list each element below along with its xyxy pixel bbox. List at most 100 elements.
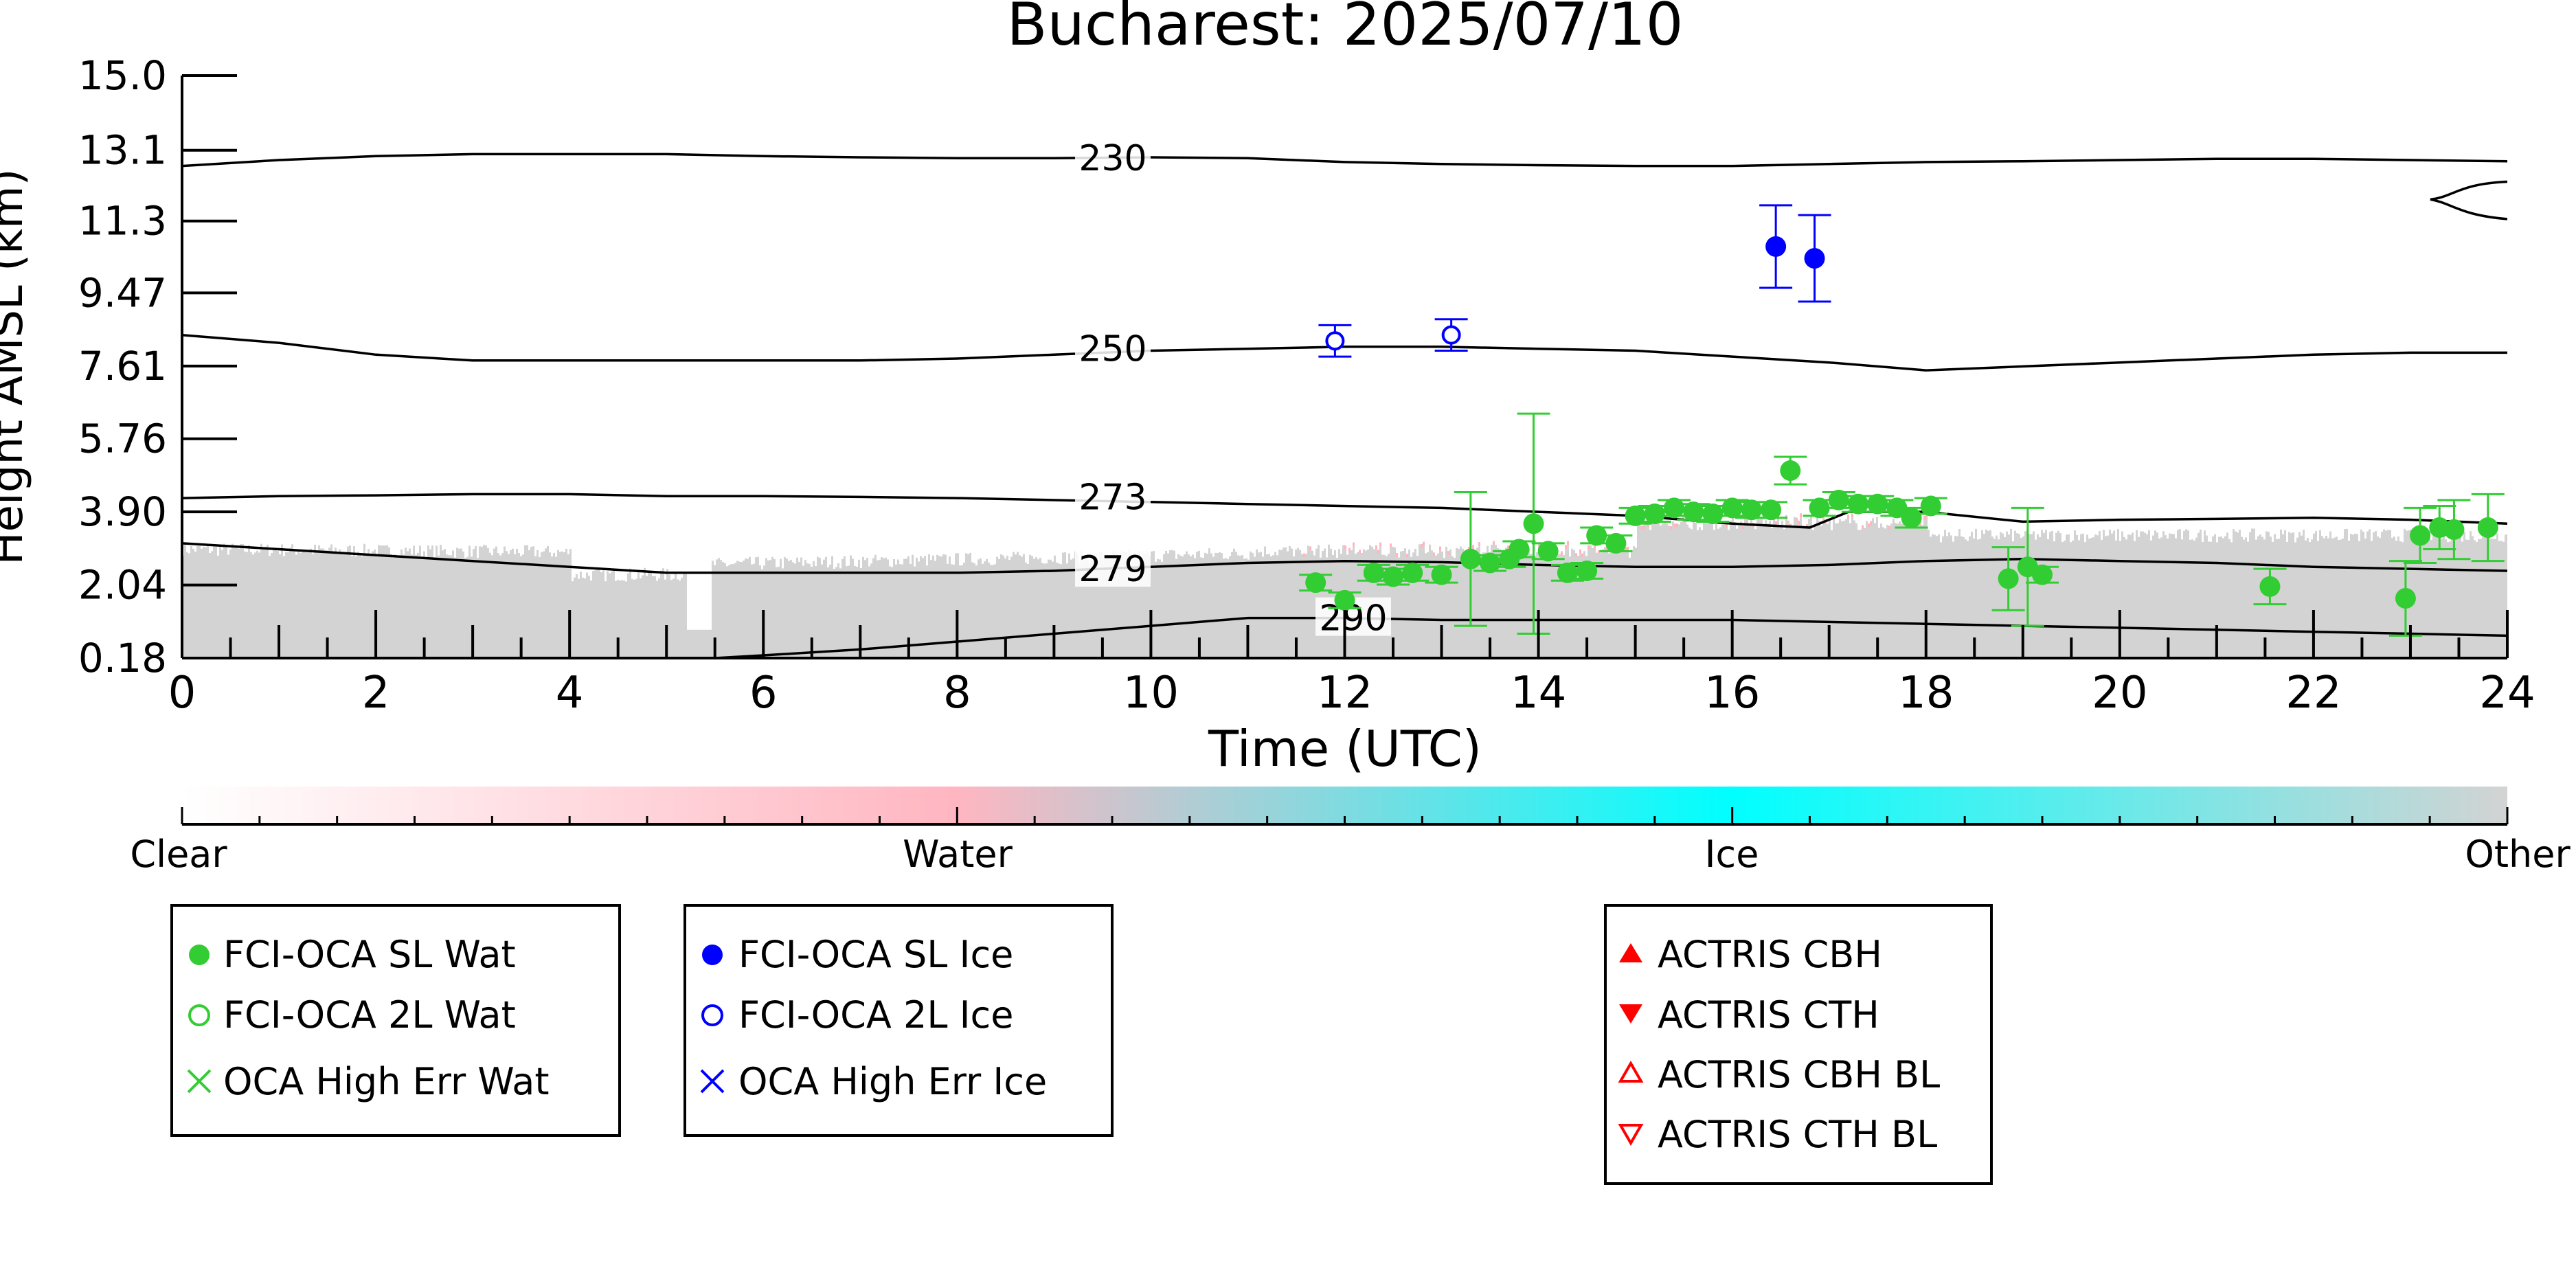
legend-label: FCI-OCA SL Wat [223, 933, 516, 976]
legend-marker-2l-ice [701, 1004, 723, 1026]
data-point [2410, 525, 2431, 546]
y-tick-label: 11.3 [78, 198, 167, 245]
x-tick-label: 0 [168, 668, 196, 719]
isotherm-230-closed [2430, 180, 2507, 221]
x-tick-label: 16 [1704, 668, 1760, 719]
data-point [1480, 552, 1501, 574]
data-point [1867, 493, 1888, 515]
y-axis-ticks: 0.18 2.04 3.90 5.76 7.61 9.47 11.3 13.1 15.0 [78, 52, 237, 681]
data-point [1804, 248, 1825, 269]
legend-label: FCI-OCA SL Ice [738, 933, 1013, 976]
colorbar-label-water: Water [903, 833, 1013, 876]
y-tick-label: 0.18 [78, 635, 167, 681]
data-point [1664, 497, 1685, 519]
x-tick-label: 10 [1123, 668, 1179, 719]
legend-marker-sl-wat [189, 945, 210, 965]
isotherm-label: 250 [1078, 329, 1146, 370]
data-point [1809, 497, 1830, 519]
colorbar-label-other: Other [2465, 833, 2571, 876]
x-tick-label: 4 [556, 668, 584, 719]
legend-water: FCI-OCA SL Wat FCI-OCA 2L Wat OCA High E… [170, 904, 621, 1137]
data-point [1998, 568, 2019, 589]
data-point [1901, 507, 1922, 528]
data-point [2032, 564, 2053, 585]
colorbar-label-clear: Clear [130, 833, 227, 876]
x-tick-label: 24 [2479, 668, 2535, 719]
isotherm-290 [714, 616, 2507, 658]
y-tick-label: 7.61 [78, 343, 167, 389]
data-point [2477, 517, 2498, 539]
chart-title: Bucharest: 2025/07/10 [1007, 0, 1684, 59]
y-axis-label: Height AMSL (km) [0, 169, 33, 565]
data-point [1625, 505, 1646, 526]
data-point [1334, 589, 1355, 611]
data-point [1721, 497, 1743, 519]
data-point [1765, 236, 1787, 257]
data-point [1577, 560, 1598, 581]
x-axis-ticks: 0 2 4 6 8 10 12 14 16 18 20 22 24 [168, 610, 2535, 719]
isotherm-label: 279 [1078, 549, 1146, 590]
data-point [1586, 525, 1607, 546]
data-point [1383, 566, 1404, 587]
legend-label: OCA High Err Ice [738, 1060, 1047, 1103]
data-point [1460, 548, 1481, 569]
data-point [1537, 541, 1559, 562]
legend-marker-cth [1619, 1004, 1642, 1024]
data-point [1761, 499, 1782, 521]
x-tick-label: 6 [749, 668, 778, 719]
data-point [2259, 576, 2281, 597]
y-tick-label: 9.47 [78, 269, 167, 316]
legend-marker-cbh-bl [1618, 1060, 1644, 1083]
legend-marker-cth-bl [1618, 1124, 1644, 1146]
legend-label: ACTRIS CBH BL [1658, 1053, 1940, 1096]
data-point [1702, 504, 1724, 525]
data-point [1848, 493, 1869, 515]
legend-label: ACTRIS CTH BL [1658, 1113, 1937, 1156]
legend-ice: FCI-OCA SL Ice FCI-OCA 2L Ice OCA High E… [683, 904, 1114, 1137]
data-point [2443, 519, 2465, 540]
legend-label: OCA High Err Wat [223, 1060, 550, 1103]
data-point [1431, 564, 1452, 585]
isotherm-279 [182, 542, 2507, 574]
isotherm-230 [182, 152, 2507, 168]
legend-marker-higherr-wat [187, 1069, 212, 1094]
y-tick-label: 15.0 [78, 52, 167, 99]
y-tick-label: 5.76 [78, 416, 167, 462]
legend-label: FCI-OCA 2L Wat [223, 993, 516, 1037]
x-tick-label: 12 [1317, 668, 1372, 719]
x-tick-label: 22 [2285, 668, 2341, 719]
data-points [1299, 204, 2505, 637]
legend-actris: ACTRIS CBH ACTRIS CTH ACTRIS CBH BL ACTR… [1604, 904, 1993, 1185]
isotherm-label: 230 [1078, 138, 1146, 179]
isotherm-273 [182, 493, 2507, 529]
data-point [1523, 513, 1544, 534]
legend-marker-sl-ice [702, 945, 723, 965]
data-point [1644, 504, 1665, 525]
x-tick-label: 8 [943, 668, 971, 719]
data-point [1325, 331, 1345, 351]
data-point [1441, 325, 1461, 345]
legend-label: FCI-OCA 2L Ice [738, 993, 1013, 1037]
x-tick-label: 2 [362, 668, 390, 719]
data-point [1741, 499, 1762, 521]
x-tick-label: 20 [2092, 668, 2147, 719]
data-point [2395, 588, 2416, 609]
data-point [1402, 562, 1423, 583]
data-point [1605, 532, 1627, 554]
data-point [1363, 562, 1384, 583]
y-tick-label: 3.90 [78, 488, 167, 535]
legend-marker-2l-wat [188, 1004, 210, 1026]
legend-marker-cbh [1619, 943, 1642, 962]
x-axis-label: Time (UTC) [1208, 720, 1482, 778]
data-point [1828, 489, 1849, 510]
legend-label: ACTRIS CTH [1658, 993, 1879, 1037]
data-point [1920, 495, 1941, 517]
cloud-classification-shading [182, 513, 2507, 658]
y-tick-label: 13.1 [78, 127, 167, 174]
data-point [1305, 572, 1326, 594]
colorbar-label-ice: Ice [1705, 833, 1759, 876]
data-point [1509, 539, 1530, 560]
colorbar: Clear Water Ice Other [130, 787, 2571, 876]
data-point [1683, 501, 1704, 523]
